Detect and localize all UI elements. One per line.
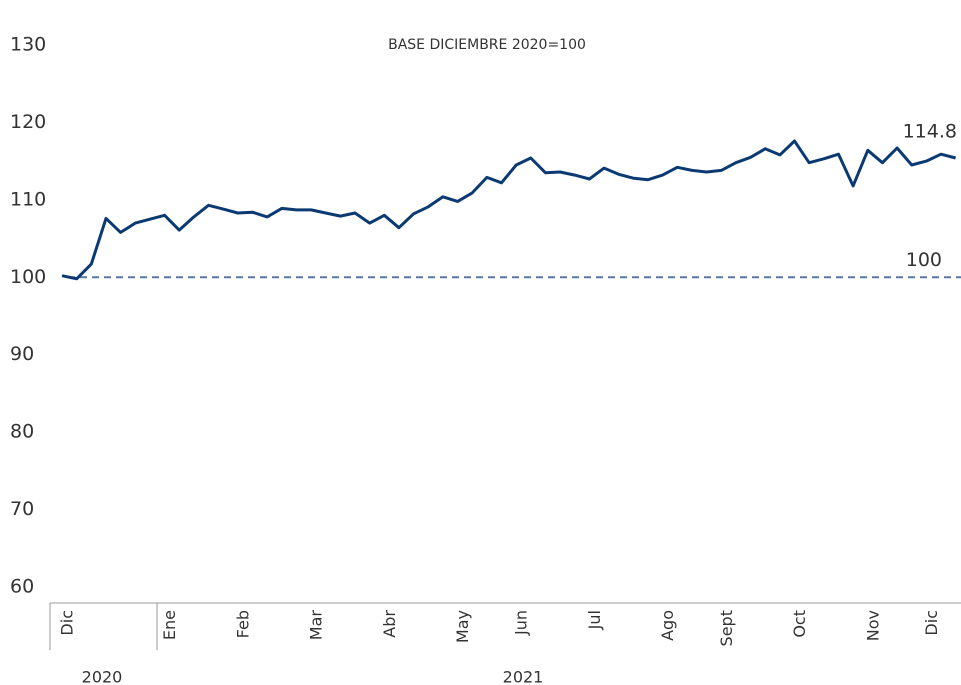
reference-label: 100 xyxy=(906,249,942,271)
x-tick-label: Dic xyxy=(922,610,941,636)
x-tick-label: Oct xyxy=(790,610,809,638)
x-tick-label: Dic xyxy=(58,610,77,636)
x-tick-label: Feb xyxy=(233,610,252,638)
x-tick-label: Abr xyxy=(380,610,399,638)
data-line xyxy=(61,139,956,281)
x-tick-label: Ago xyxy=(658,610,677,641)
y-tick-label: 110 xyxy=(10,188,46,210)
y-tick-label: 80 xyxy=(10,421,34,443)
x-tick-label: Jul xyxy=(585,610,604,630)
year-label: 2021 xyxy=(503,668,544,685)
x-tick-label: Ene xyxy=(160,610,179,640)
y-tick-label: 100 xyxy=(10,266,46,288)
x-tick-label: Nov xyxy=(863,610,882,641)
x-tick-label: May xyxy=(453,610,472,643)
x-tick-label: Sept xyxy=(717,610,736,646)
chart-title: BASE DICIEMBRE 2020=100 xyxy=(388,37,586,53)
y-tick-label: 90 xyxy=(10,343,34,365)
y-tick-label: 60 xyxy=(10,576,34,598)
year-label: 2020 xyxy=(82,668,123,685)
x-tick-label: Jun xyxy=(512,610,531,636)
x-tick-label: Mar xyxy=(307,610,326,641)
end-label: 114.8 xyxy=(903,121,957,143)
y-tick-label: 130 xyxy=(10,34,46,56)
y-tick-label: 120 xyxy=(10,111,46,133)
y-tick-label: 70 xyxy=(10,498,34,520)
